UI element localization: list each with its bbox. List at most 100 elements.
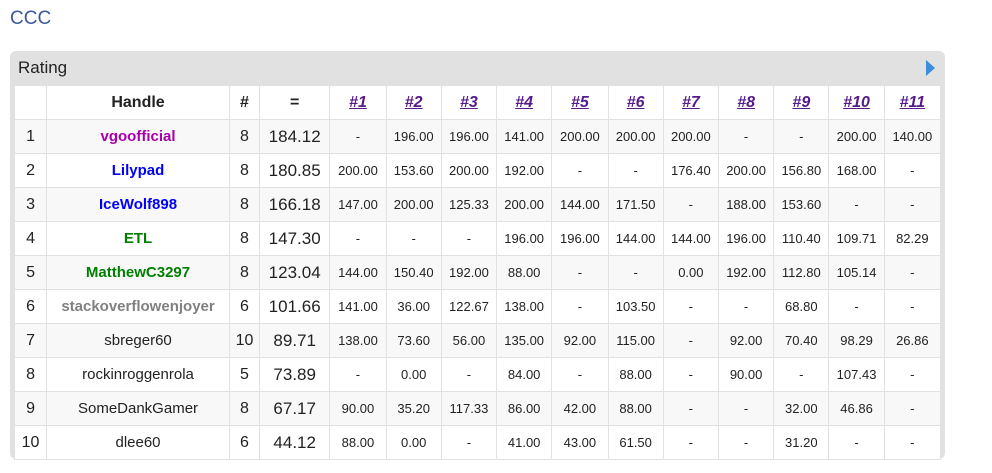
score-cell: 0.00 — [662, 255, 719, 290]
problem-link-10[interactable]: #10 — [843, 93, 870, 111]
score-cell: - — [828, 187, 885, 222]
solved-count-cell: 8 — [228, 221, 261, 256]
solved-count-cell: 8 — [228, 119, 261, 154]
score-cell: 200.00 — [828, 119, 885, 154]
problem-link-5[interactable]: #5 — [570, 93, 589, 111]
handle-link[interactable]: vgoofficial — [46, 119, 230, 154]
standings-panel: Rating Handle # = #1 #2 #3 #4 #5 #6 #7 #8 #9 #10 #… — [10, 51, 945, 460]
table-row: 4 ETL 8 147.30- - -196.00 196.00 144.00 144.00 19… — [13, 221, 942, 256]
table-row: 2 Lilypad 8 180.85 200.00 153.60 200.00 192.00-… — [13, 153, 942, 188]
score-cell: 88.00 — [607, 391, 664, 426]
score-cell: - — [883, 187, 942, 222]
problem-header-3: #3 — [440, 85, 498, 120]
penalty-cell: 73.89 — [259, 357, 331, 392]
score-cell: 88.00 — [329, 425, 387, 460]
problem-link-6[interactable]: #6 — [626, 93, 645, 111]
score-cell: - — [440, 425, 498, 460]
score-cell: 144.00 — [607, 221, 664, 256]
score-cell: 141.00 — [496, 119, 553, 154]
rank-cell: 9 — [13, 391, 48, 426]
score-cell: 196.00 — [551, 221, 609, 256]
handle-link[interactable]: MatthewC3297 — [46, 255, 230, 290]
score-cell: 200.00 — [385, 187, 442, 222]
score-cell: 41.00 — [496, 425, 553, 460]
handle-link[interactable]: rockinroggenrola — [46, 357, 230, 392]
score-cell: 150.40 — [385, 255, 442, 290]
score-cell: 140.00 — [883, 119, 942, 154]
score-cell: - — [662, 289, 719, 324]
handle-link[interactable]: dlee60 — [46, 425, 230, 460]
score-cell: 200.00 — [440, 153, 498, 188]
score-cell: 90.00 — [717, 357, 775, 392]
score-cell: 156.80 — [773, 153, 830, 188]
solved-count-cell: 6 — [228, 289, 261, 324]
problem-header-2: #2 — [385, 85, 442, 120]
handle-link[interactable]: stackoverflowenjoyer — [46, 289, 230, 324]
score-cell: - — [551, 153, 609, 188]
score-cell: 0.00 — [385, 357, 442, 392]
score-cell: 200.00 — [607, 119, 664, 154]
score-cell: - — [607, 153, 664, 188]
problem-link-1[interactable]: #1 — [349, 93, 367, 111]
score-cell: 35.20 — [385, 391, 442, 426]
handle-link[interactable]: ETL — [46, 221, 230, 256]
page-title[interactable]: CCC — [10, 8, 52, 29]
problem-link-3[interactable]: #3 — [460, 93, 478, 111]
score-cell: 200.00 — [717, 153, 775, 188]
penalty-cell: 166.18 — [259, 187, 331, 222]
handle-link[interactable]: SomeDankGamer — [46, 391, 230, 426]
score-cell: 153.60 — [773, 187, 830, 222]
score-cell: 105.14 — [828, 255, 885, 290]
problem-link-4[interactable]: #4 — [515, 93, 534, 111]
score-cell: 135.00 — [496, 323, 553, 358]
handle-link[interactable]: sbreger60 — [46, 323, 230, 358]
handle-header: Handle — [46, 85, 230, 120]
score-cell: 200.00 — [496, 187, 553, 222]
handle-link[interactable]: Lilypad — [46, 153, 230, 188]
score-cell: 88.00 — [607, 357, 664, 392]
rank-cell: 4 — [13, 221, 48, 256]
score-cell: 90.00 — [329, 391, 387, 426]
rank-cell: 7 — [13, 323, 48, 358]
score-cell: - — [662, 425, 719, 460]
score-cell: - — [883, 255, 942, 290]
score-cell: 70.40 — [773, 323, 830, 358]
score-cell: 68.80 — [773, 289, 830, 324]
problem-header-10: #10 — [828, 85, 885, 120]
expand-arrow-icon[interactable] — [926, 60, 935, 76]
score-cell: 188.00 — [717, 187, 775, 222]
score-cell: - — [662, 357, 719, 392]
solved-count-cell: 6 — [228, 425, 261, 460]
score-cell: - — [717, 391, 775, 426]
score-cell: 192.00 — [717, 255, 775, 290]
table-row: 5 MatthewC3297 8 123.04 144.00 150.40 192.00 88… — [13, 255, 942, 290]
problem-link-11[interactable]: #11 — [899, 93, 926, 111]
problem-header-4: #4 — [496, 85, 553, 120]
score-cell: - — [662, 391, 719, 426]
score-cell: 153.60 — [385, 153, 442, 188]
penalty-cell: 101.66 — [259, 289, 331, 324]
score-cell: - — [883, 153, 942, 188]
problem-link-9[interactable]: #9 — [792, 93, 811, 111]
standings-table: Handle # = #1 #2 #3 #4 #5 #6 #7 #8 #9 #10 #11 1 vgo… — [13, 85, 942, 460]
score-cell: 144.00 — [329, 255, 387, 290]
penalty-cell: 89.71 — [259, 323, 331, 358]
score-cell: 73.60 — [385, 323, 442, 358]
rank-cell: 6 — [13, 289, 48, 324]
panel-header: Rating — [10, 51, 945, 85]
score-cell: - — [717, 425, 775, 460]
score-cell: 117.33 — [440, 391, 498, 426]
score-cell: - — [329, 119, 387, 154]
score-cell: 196.00 — [385, 119, 442, 154]
table-row: 10 dlee60 6 44.12 88.00 0.00-41.00 43.00 61.50-… — [13, 425, 942, 460]
score-cell: 82.29 — [883, 221, 942, 256]
score-cell: 92.00 — [717, 323, 775, 358]
score-cell: - — [385, 221, 442, 256]
problem-link-8[interactable]: #8 — [737, 93, 755, 111]
score-cell: 200.00 — [329, 153, 387, 188]
problem-link-2[interactable]: #2 — [404, 93, 423, 111]
problem-link-7[interactable]: #7 — [681, 93, 700, 111]
handle-link[interactable]: IceWolf898 — [46, 187, 230, 222]
score-cell: - — [828, 425, 885, 460]
score-cell: 196.00 — [496, 221, 553, 256]
